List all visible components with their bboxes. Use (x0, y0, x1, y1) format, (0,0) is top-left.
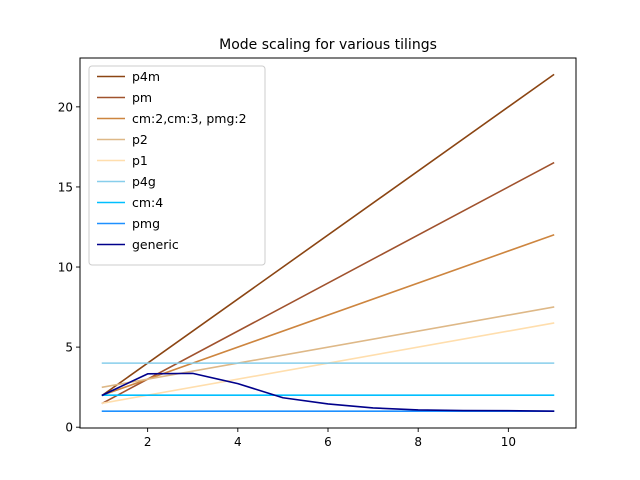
legend-label-generic: generic (132, 237, 179, 252)
y-tick-label: 10 (58, 261, 73, 275)
legend-label-cm-4: cm:4 (132, 195, 163, 210)
legend-label-p1: p1 (132, 153, 148, 168)
y-tick-label: 0 (65, 421, 73, 435)
legend-label-p4m: p4m (132, 69, 160, 84)
chart-title: Mode scaling for various tilings (219, 37, 437, 53)
legend-label-pmg: pmg (132, 216, 160, 231)
x-tick-label: 4 (234, 435, 242, 449)
x-tick-label: 8 (414, 435, 422, 449)
legend-label-pm: pm (132, 90, 152, 105)
series-line-cm-2-cm-3-pmg-2 (101, 233, 555, 397)
x-tick-label: 6 (324, 435, 332, 449)
x-tick-label: 2 (144, 435, 152, 449)
y-tick-label: 20 (58, 100, 73, 114)
legend-label-cm-2-cm-3-pmg-2: cm:2,cm:3, pmg:2 (132, 111, 247, 126)
y-tick-label: 5 (65, 341, 73, 355)
series-line-generic (101, 372, 555, 412)
legend-box (88, 65, 266, 266)
x-tick-label: 10 (501, 435, 516, 449)
legend-label-p2: p2 (132, 132, 148, 147)
legend-label-p4g: p4g (132, 174, 156, 189)
series-line-p4m (101, 73, 555, 397)
y-tick-label: 15 (58, 180, 73, 194)
